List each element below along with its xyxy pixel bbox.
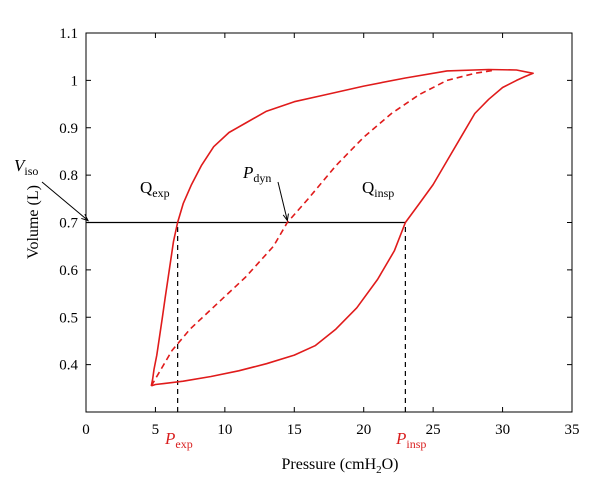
annotation-qexp: Qexp bbox=[140, 178, 170, 200]
annotation-pexp: Pexp bbox=[164, 429, 193, 451]
y-tick-label: 1 bbox=[71, 73, 79, 89]
y-tick-label: 0.5 bbox=[59, 310, 78, 326]
annotation-pinsp: Pinsp bbox=[395, 429, 426, 451]
y-tick-label: 0.7 bbox=[59, 216, 78, 232]
viso-arrow-head bbox=[81, 214, 89, 222]
annotation-pexp-main: P bbox=[164, 429, 175, 448]
annotation-viso: Viso bbox=[14, 156, 38, 178]
dynamic-curve-dashed bbox=[150, 69, 496, 387]
annotation-pdyn-main: P bbox=[242, 163, 253, 182]
axis-ticks: 0 5 10 15 20 25 30 35 0.4 0.5 0.6 0.7 0.8 0.9 1 1.1 bbox=[59, 26, 579, 438]
x-tick-label: 5 bbox=[152, 422, 160, 438]
curves bbox=[150, 68, 534, 387]
annotation-viso-main: V bbox=[14, 156, 27, 175]
hysteresis-loop-solid bbox=[150, 68, 534, 387]
x-tick-label: 20 bbox=[356, 422, 371, 438]
y-tick-label: 0.6 bbox=[59, 263, 78, 279]
x-axis-label-end: O) bbox=[382, 456, 399, 473]
y-tick-label: 0.9 bbox=[59, 121, 78, 137]
x-tick-label: 30 bbox=[495, 422, 510, 438]
annotation-pdyn: Pdyn bbox=[242, 163, 271, 185]
y-tick-label: 1.1 bbox=[59, 26, 78, 42]
pdyn-arrow-head bbox=[282, 213, 289, 222]
viso-arrow bbox=[41, 181, 89, 221]
annotation-qinsp: Qinsp bbox=[362, 178, 394, 200]
annotation-qexp-sub: exp bbox=[152, 186, 169, 200]
x-axis-label: Pressure (cmH2O) bbox=[281, 456, 398, 476]
annotation-qinsp-main: Q bbox=[362, 178, 374, 197]
x-tick-label: 0 bbox=[82, 422, 90, 438]
annotation-qinsp-sub: insp bbox=[374, 186, 394, 200]
annotation-pexp-sub: exp bbox=[175, 437, 192, 451]
annotation-qexp-main: Q bbox=[140, 178, 152, 197]
x-axis-label-main: Pressure (cmH bbox=[281, 456, 376, 473]
x-tick-label: 10 bbox=[217, 422, 232, 438]
y-tick-label: 0.8 bbox=[59, 168, 78, 184]
x-tick-label: 15 bbox=[287, 422, 302, 438]
x-axis-label-sub: 2 bbox=[376, 464, 382, 476]
x-tick-label: 35 bbox=[565, 422, 580, 438]
annotation-pinsp-main: P bbox=[395, 429, 406, 448]
annotation-pinsp-sub: insp bbox=[406, 437, 426, 451]
pdyn-arrow bbox=[277, 181, 288, 221]
y-axis-label: Volume (L) bbox=[25, 185, 42, 259]
annotation-pdyn-sub: dyn bbox=[253, 171, 271, 185]
annotation-viso-sub: iso bbox=[24, 164, 38, 178]
y-tick-label: 0.4 bbox=[59, 358, 78, 374]
x-tick-label: 25 bbox=[426, 422, 441, 438]
reference-lines bbox=[86, 221, 406, 412]
